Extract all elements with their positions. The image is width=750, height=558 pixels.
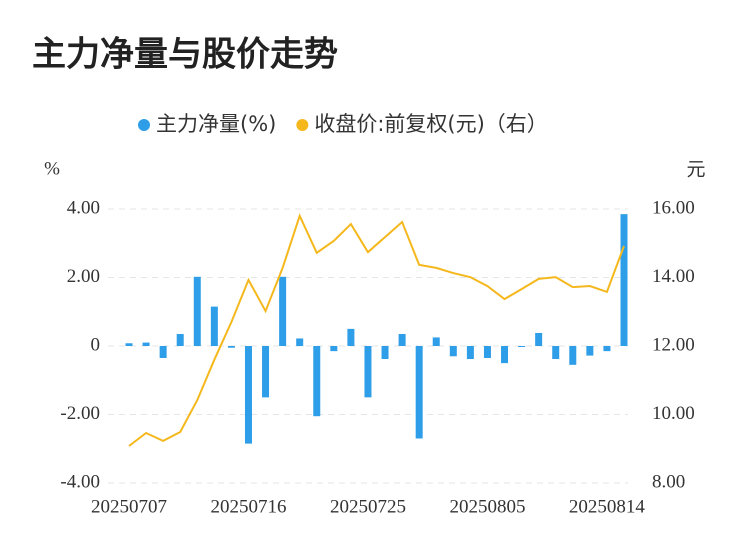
bar — [381, 346, 389, 360]
bar — [586, 346, 594, 356]
bar — [483, 346, 491, 358]
y-tick-label: 2.00 — [67, 266, 100, 287]
bar — [227, 346, 235, 348]
x-tick-label: 20250805 — [449, 496, 525, 517]
bar — [125, 343, 133, 346]
bar — [398, 334, 406, 346]
y2-tick-label: 10.00 — [652, 403, 695, 424]
y-tick-label: 4.00 — [67, 197, 100, 218]
bar — [142, 342, 150, 346]
y-tick-label: 0 — [91, 334, 101, 355]
x-tick-label: 20250814 — [569, 496, 646, 517]
x-tick-label: 20250725 — [330, 496, 406, 517]
chart-title: 主力净量与股价走势 — [32, 35, 338, 75]
bar — [552, 346, 560, 360]
bar — [159, 346, 167, 358]
y2-tick-label: 8.00 — [652, 471, 685, 492]
legend-label: 主力净量(%) — [156, 112, 276, 136]
bar — [279, 276, 287, 346]
y-unit: % — [44, 158, 60, 179]
x-tick-label: 20250716 — [210, 496, 286, 517]
y2-tick-label: 12.00 — [652, 334, 695, 355]
line — [128, 213, 625, 447]
bar — [569, 346, 577, 365]
bar — [176, 334, 184, 346]
bar — [415, 346, 423, 439]
y2-unit: 元 — [686, 159, 705, 181]
y2-tick-label: 16.00 — [652, 197, 695, 218]
x-tick-label: 20250707 — [91, 496, 167, 517]
bar — [313, 346, 321, 417]
bar — [518, 346, 526, 347]
bar — [449, 346, 457, 357]
bar — [244, 346, 252, 444]
y-tick-label: -2.00 — [60, 403, 100, 424]
bar — [535, 332, 543, 346]
legend-marker — [138, 119, 150, 131]
bar — [330, 346, 338, 352]
bar — [296, 338, 304, 346]
bar — [364, 346, 372, 398]
bar — [501, 346, 509, 364]
bar — [466, 346, 474, 360]
bar — [262, 346, 270, 398]
bar — [347, 328, 355, 346]
bar — [210, 306, 218, 346]
y2-tick-label: 14.00 — [652, 266, 695, 287]
bar — [603, 346, 611, 352]
legend-label: 收盘价:前复权(元)（右） — [314, 112, 547, 136]
bar — [432, 337, 440, 346]
bar — [620, 214, 628, 346]
y-tick-label: -4.00 — [60, 471, 100, 492]
bar — [193, 276, 201, 346]
legend-marker — [296, 119, 309, 131]
